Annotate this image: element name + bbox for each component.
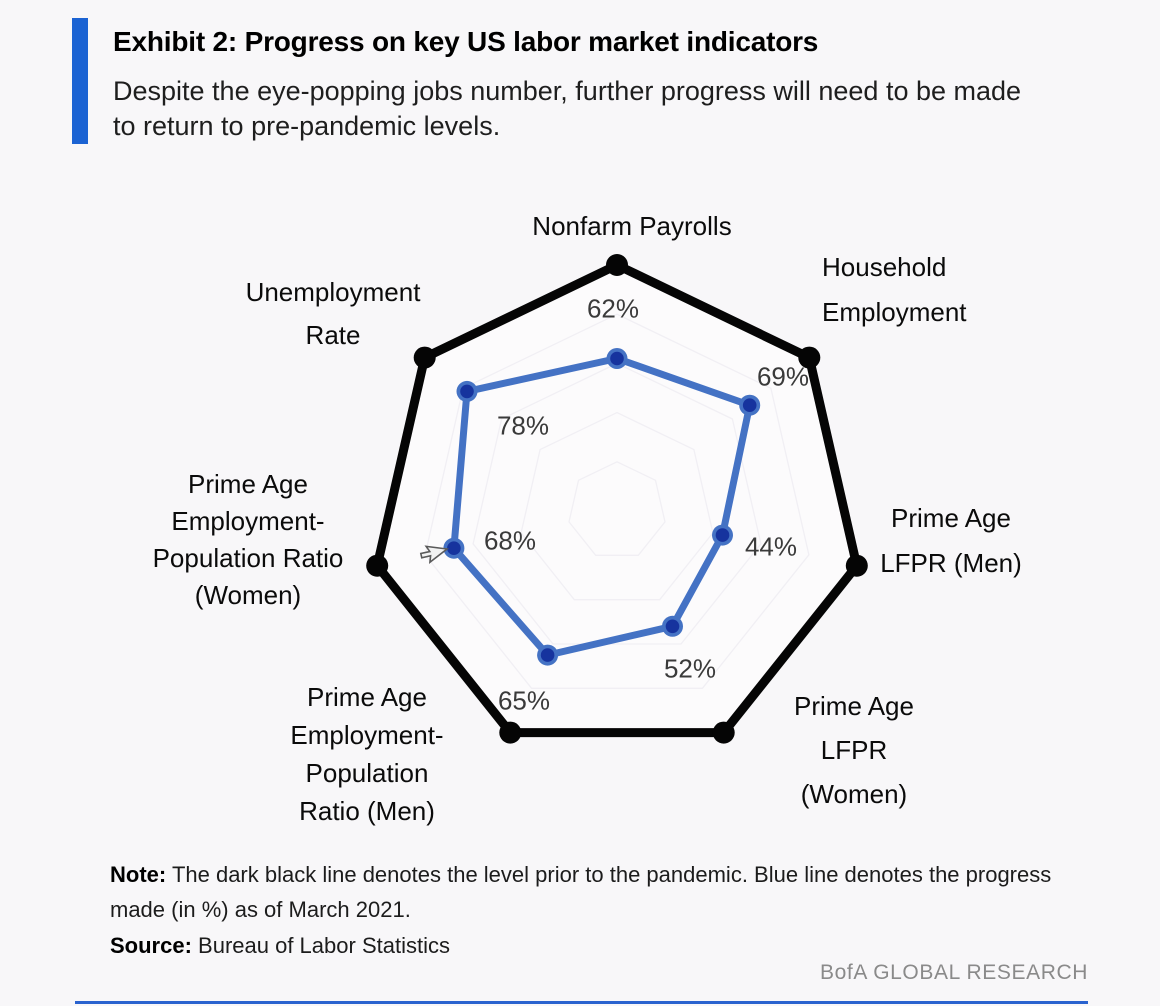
value-label-emp-pop-ratio-men: 65%	[497, 685, 551, 716]
pre-pandemic-marker	[413, 346, 436, 369]
value-label-prime-age-lfpr-men: 44%	[744, 531, 798, 562]
source-line: Source: Bureau of Labor Statistics	[110, 928, 1085, 963]
progress-marker	[715, 528, 730, 542]
radar-chart-layers	[366, 254, 868, 744]
brand-text: BofA GLOBAL RESEARCH	[820, 961, 1088, 984]
progress-marker	[665, 619, 680, 634]
footnote: Note: The dark black line denotes the le…	[110, 857, 1085, 963]
note-line: Note: The dark black line denotes the le…	[110, 857, 1085, 927]
axis-label-prime-age-lfpr-men: Prime Age LFPR (Men)	[880, 503, 1022, 578]
value-label-prime-age-lfpr-women: 52%	[663, 653, 717, 684]
source-label: Source:	[110, 933, 192, 958]
progress-marker	[610, 351, 624, 366]
axis-label-emp-pop-ratio-women: Prime Age Employment- Population Ratio (…	[152, 469, 344, 610]
value-label-emp-pop-ratio-women: 68%	[483, 525, 537, 556]
pre-pandemic-marker	[798, 346, 821, 369]
exhibit-accent-bar	[72, 18, 88, 144]
exhibit-subtitle: Despite the eye-popping jobs number, fur…	[113, 76, 1022, 141]
axis-label-unemployment-rate: Unemployment Rate	[245, 277, 421, 350]
pre-pandemic-marker	[366, 554, 389, 577]
exhibit-title: Exhibit 2: Progress on key US labor mark…	[113, 26, 819, 57]
progress-marker	[460, 384, 474, 399]
value-label-unemployment-rate: 78%	[496, 410, 550, 441]
axis-label-prime-age-lfpr-women: Prime Age LFPR (Women)	[794, 691, 914, 809]
note-text: The dark black line denotes the level pr…	[110, 862, 1052, 922]
progress-polygon	[450, 355, 754, 659]
progress-marker	[540, 648, 555, 662]
progress-marker	[447, 541, 461, 555]
axis-label-household-employment: Household Employment	[822, 252, 967, 327]
value-label-nonfarm-payrolls: 62%	[586, 293, 640, 324]
pre-pandemic-marker	[499, 721, 522, 744]
pre-pandemic-marker	[712, 721, 735, 744]
pre-pandemic-marker	[845, 554, 868, 577]
value-label-household-employment: 69%	[756, 361, 810, 392]
progress-marker	[742, 398, 757, 413]
axis-label-nonfarm-payrolls: Nonfarm Payrolls	[532, 211, 732, 241]
mouse-cursor-icon	[419, 545, 450, 565]
note-label: Note:	[110, 862, 167, 887]
axis-label-emp-pop-ratio-men: Prime Age Employment- Population Ratio (…	[290, 682, 444, 826]
pre-pandemic-polygon	[372, 260, 862, 738]
source-text: Bureau of Labor Statistics	[198, 933, 450, 958]
pre-pandemic-marker	[606, 254, 628, 276]
bottom-rule	[75, 1001, 1088, 1004]
